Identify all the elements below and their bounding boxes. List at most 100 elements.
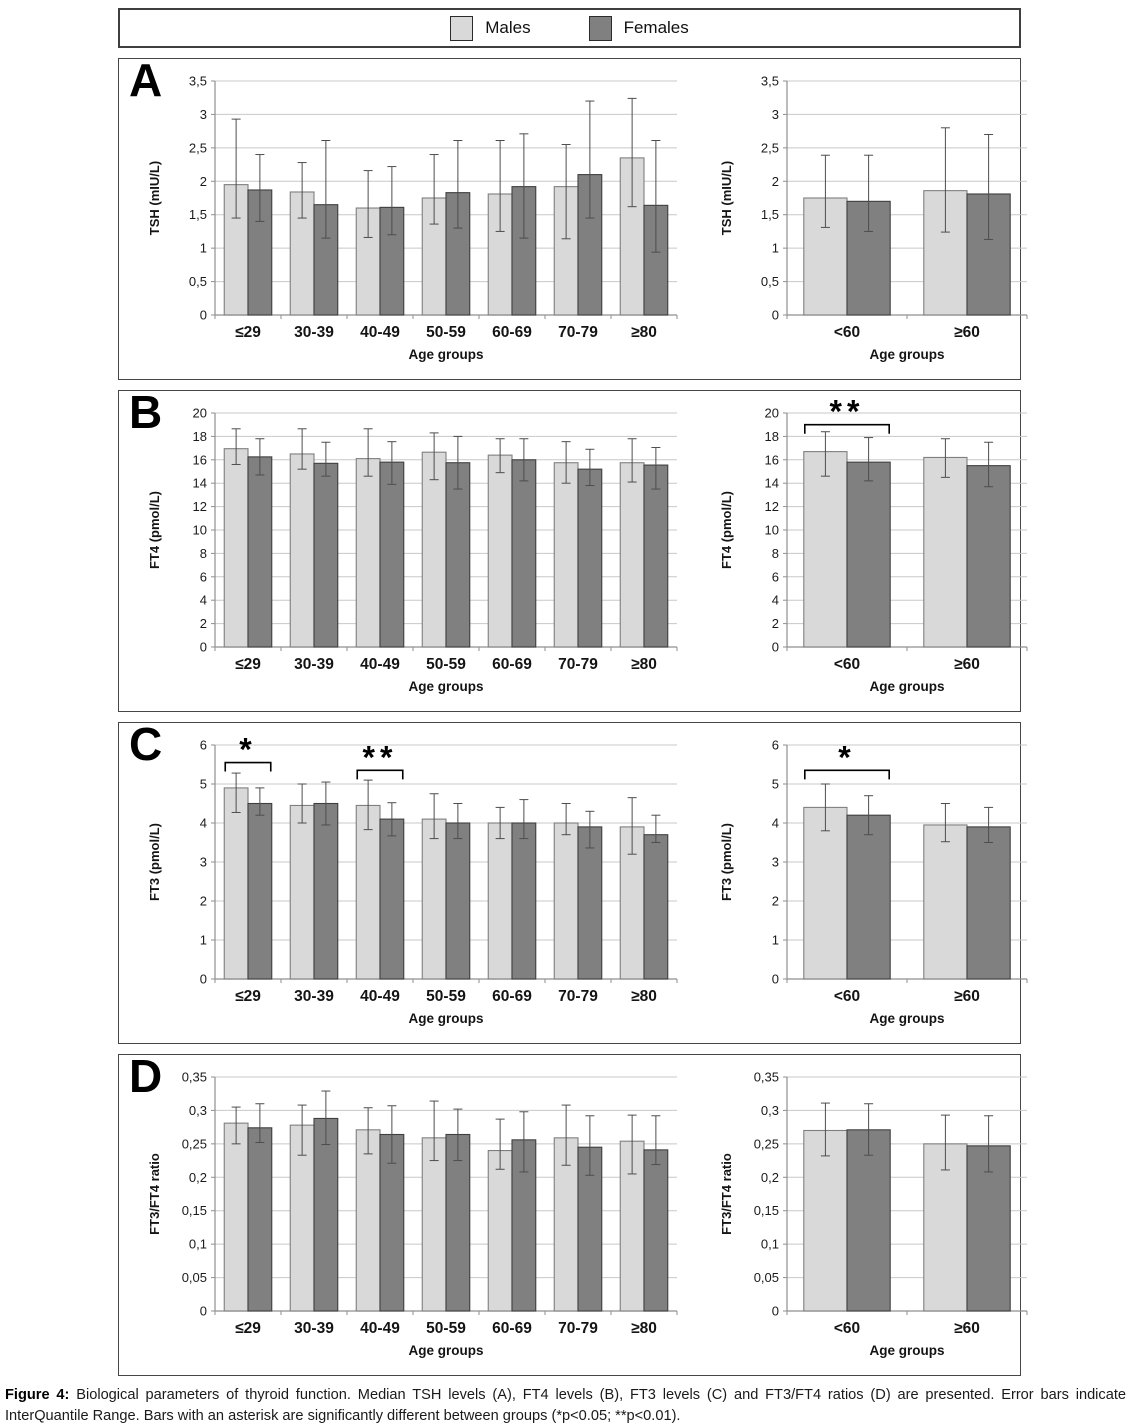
figure-caption: Figure 4: Biological parameters of thyro… xyxy=(5,1385,1126,1426)
bar-females-5 xyxy=(577,468,603,648)
chart-ft4-60-split: 0 2 4 6 8 10 12 14 16 18 20 <60 ≥60 ** Age groups FT4 (… xyxy=(709,394,1039,701)
y-tick-label: 2 xyxy=(200,894,207,909)
bar-females-2 xyxy=(379,461,405,648)
x-axis-title: Age groups xyxy=(408,679,483,694)
chart-svg-B-left: 0 2 4 6 8 10 12 14 16 18 20 ≤29 30-39 40-49 50-59 60-69… xyxy=(147,406,678,694)
x-category-label: 70-79 xyxy=(558,988,598,1005)
y-tick-label: 3,5 xyxy=(761,74,779,89)
bar-females-1 xyxy=(966,826,1011,980)
x-category-label: 70-79 xyxy=(558,324,598,341)
bar-females-0 xyxy=(846,1129,891,1312)
bar-males-5 xyxy=(553,462,579,648)
bar-males-2 xyxy=(355,1129,381,1312)
x-category-label: ≥80 xyxy=(631,1320,657,1337)
y-tick-label: 6 xyxy=(772,569,779,584)
bar-males-2 xyxy=(355,804,381,980)
y-tick-label: 14 xyxy=(193,476,207,491)
y-tick-label: 1 xyxy=(772,933,779,948)
bar-females-0 xyxy=(247,1127,273,1312)
bar-females-0 xyxy=(247,802,273,980)
bar-females-1 xyxy=(313,802,339,980)
y-tick-label: 6 xyxy=(200,738,207,753)
significance-asterisk: * xyxy=(239,732,256,768)
y-tick-label: 0,2 xyxy=(189,1170,207,1185)
chart-ft3-60-split: 0 1 2 3 4 5 6 <60 ≥60 * Age groups FT3 (pmol/L) xyxy=(709,733,1039,1033)
y-tick-label: 16 xyxy=(193,452,207,467)
caption-prefix: Figure 4: xyxy=(5,1387,70,1403)
significance-bracket xyxy=(356,769,404,780)
bar-males-0 xyxy=(803,451,848,648)
y-tick-label: 0,25 xyxy=(182,1136,207,1151)
legend: Males Females xyxy=(118,8,1021,48)
caption-text: Biological parameters of thyroid functio… xyxy=(5,1387,1127,1424)
chart-svg-C-right: 0 1 2 3 4 5 6 <60 ≥60 * Age groups FT3 (pmol/L) xyxy=(719,738,1028,1026)
y-axis-title: FT3/FT4 ratio xyxy=(719,1153,734,1235)
chart-svg-D-left: 0 0,05 0,1 0,15 0,2 0,25 0,3 0,35 ≤29 30-39 40-49 5… xyxy=(147,1070,678,1358)
bar-females-1 xyxy=(966,465,1011,648)
y-axis-title: FT4 (pmol/L) xyxy=(719,491,734,569)
y-tick-label: 0,35 xyxy=(182,1070,207,1085)
x-category-label: ≤29 xyxy=(235,1320,261,1337)
bar-males-4 xyxy=(487,1149,513,1312)
y-axis-title: TSH (mIU/L) xyxy=(719,161,734,235)
males-label: Males xyxy=(485,18,531,37)
chart-svg-A-left: 0 0,5 1 1,5 2 2,5 3 3,5 ≤29 30-39 40-49 50-59 60-69 7… xyxy=(147,74,678,362)
bar-males-3 xyxy=(421,818,447,980)
females-swatch xyxy=(588,15,612,41)
chart-svg-A-right: 0 0,5 1 1,5 2 2,5 3 3,5 <60 ≥60 Age groups TSH (mIU… xyxy=(719,74,1028,362)
y-tick-label: 0,5 xyxy=(189,274,207,289)
chart-tsh-age-groups: 0 0,5 1 1,5 2 2,5 3 3,5 ≤29 30-39 40-49 50-59 60-69 7… xyxy=(131,69,687,369)
y-tick-label: 1,5 xyxy=(189,207,207,222)
y-tick-label: 3 xyxy=(772,855,779,870)
panel-a-letter: A xyxy=(129,54,162,106)
y-tick-label: 0,1 xyxy=(189,1237,207,1252)
y-tick-label: 1 xyxy=(200,933,207,948)
y-tick-label: 0,1 xyxy=(761,1237,779,1252)
y-tick-label: 1 xyxy=(772,241,779,256)
chart-svg-D-right: 0 0,05 0,1 0,15 0,2 0,25 0,3 0,35 <60 ≥60 Age grou… xyxy=(719,1070,1028,1358)
x-axis-title: Age groups xyxy=(408,347,483,362)
x-category-label: <60 xyxy=(834,656,860,673)
y-tick-label: 12 xyxy=(765,499,779,514)
significance-asterisk: ** xyxy=(830,394,865,430)
x-category-label: ≥60 xyxy=(954,324,980,341)
panel-c-letter: C xyxy=(129,718,162,770)
x-category-label: 40-49 xyxy=(360,1320,400,1337)
bar-females-1 xyxy=(313,462,339,648)
x-category-label: 30-39 xyxy=(294,656,334,673)
x-category-label: ≥60 xyxy=(954,988,980,1005)
panel-d: D 0 0,05 0,1 0,15 0,2 0,25 0,3 0,35 ≤29 30-39 40-4… xyxy=(118,1050,1028,1376)
y-tick-label: 2 xyxy=(772,174,779,189)
y-tick-label: 1 xyxy=(200,241,207,256)
y-tick-label: 10 xyxy=(765,523,779,538)
x-category-label: 40-49 xyxy=(360,988,400,1005)
x-category-label: 60-69 xyxy=(492,988,532,1005)
x-category-label: 40-49 xyxy=(360,324,400,341)
y-tick-label: 0 xyxy=(772,1304,779,1319)
y-tick-label: 0,25 xyxy=(754,1136,779,1151)
chart-ft4-age-groups: 0 2 4 6 8 10 12 14 16 18 20 ≤29 30-39 40-49 50-59 60-69… xyxy=(131,401,687,701)
x-category-label: <60 xyxy=(834,324,860,341)
bar-males-3 xyxy=(421,451,447,648)
significance-bracket xyxy=(804,423,890,434)
y-tick-label: 4 xyxy=(200,593,207,608)
x-category-label: ≥80 xyxy=(631,324,657,341)
females-label: Females xyxy=(623,18,689,37)
y-axis-title: FT3/FT4 ratio xyxy=(147,1153,162,1235)
bar-females-6 xyxy=(643,1149,669,1312)
bar-females-6 xyxy=(643,464,669,648)
y-tick-label: 0 xyxy=(200,1304,207,1319)
y-tick-label: 0,35 xyxy=(754,1070,779,1085)
bar-females-1 xyxy=(966,1145,1011,1312)
y-tick-label: 8 xyxy=(772,546,779,561)
bar-males-0 xyxy=(223,787,249,980)
y-tick-label: 0,05 xyxy=(754,1270,779,1285)
y-tick-label: 4 xyxy=(772,593,779,608)
x-category-label: 30-39 xyxy=(294,324,334,341)
chart-ft3-age-groups: 0 1 2 3 4 5 6 ≤29 30-39 40-49 50-59 60-69 70-79 ≥80 * *… xyxy=(131,732,687,1033)
y-tick-label: 3,5 xyxy=(189,74,207,89)
y-tick-label: 2 xyxy=(200,174,207,189)
y-tick-label: 18 xyxy=(765,429,779,444)
significance-bracket xyxy=(224,761,272,772)
y-tick-label: 0 xyxy=(772,640,779,655)
